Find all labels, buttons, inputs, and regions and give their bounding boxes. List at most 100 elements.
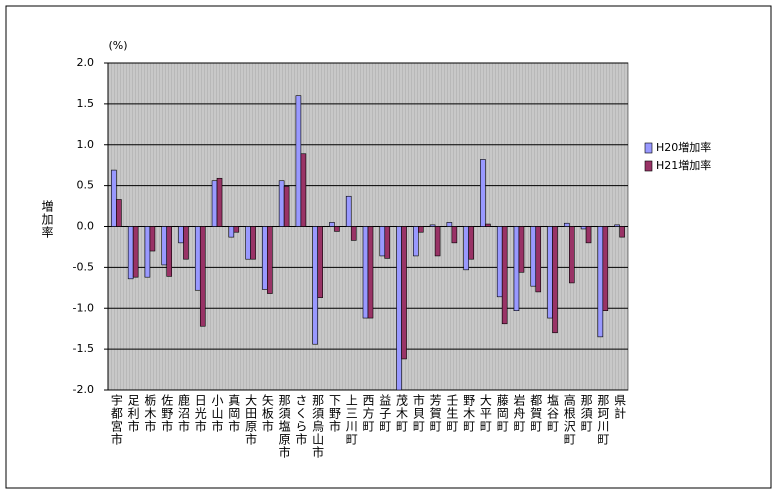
bar <box>166 226 173 277</box>
bar <box>418 226 424 233</box>
y-tick-label: -1.0 <box>73 301 94 314</box>
bar <box>463 226 469 271</box>
bar <box>127 226 134 280</box>
x-tick-label: 那須塩原市 <box>277 394 292 459</box>
bar <box>401 226 407 360</box>
x-tick-label: 大田原市 <box>243 394 258 446</box>
y-axis-label: 増加率 <box>40 200 54 239</box>
bar <box>317 226 323 298</box>
bar <box>568 226 575 284</box>
y-tick-label: 1.0 <box>77 138 95 151</box>
bar <box>228 226 235 238</box>
x-tick-label: 矢板市 <box>260 394 275 433</box>
bar <box>132 226 139 278</box>
bar <box>602 226 609 312</box>
x-tick-label: 上三川町 <box>344 394 359 446</box>
legend-swatch <box>644 142 653 154</box>
bar <box>379 226 386 257</box>
x-tick-label: 藤岡町 <box>495 394 510 433</box>
x-tick-label: 市貝町 <box>411 394 426 433</box>
bar <box>580 226 587 230</box>
bar <box>262 226 268 290</box>
bar <box>267 226 273 294</box>
bar <box>468 226 474 260</box>
bar <box>485 223 491 227</box>
x-tick-label: 野木町 <box>461 394 476 433</box>
legend-label: H21増加率 <box>656 158 711 172</box>
bar <box>367 226 374 319</box>
x-tick-label: 宇都宮市 <box>109 394 124 446</box>
bar <box>161 226 168 266</box>
bar <box>300 153 307 227</box>
bar <box>329 222 335 227</box>
x-tick-label: 那須烏山市 <box>310 394 325 459</box>
bar <box>384 226 391 259</box>
bar <box>547 226 553 319</box>
bar <box>552 226 558 334</box>
bar <box>233 226 240 233</box>
bar <box>250 226 256 260</box>
x-tick-label: 西方町 <box>361 394 375 433</box>
y-tick-label: -1.5 <box>73 342 94 355</box>
x-tick-label: 下野市 <box>327 394 342 433</box>
x-tick-label: さくら市 <box>293 394 308 446</box>
bar <box>183 226 189 260</box>
y-tick-label: 0.0 <box>77 220 95 233</box>
bar <box>585 226 592 244</box>
x-tick-label: 芳賀町 <box>428 394 443 433</box>
bar <box>518 226 525 273</box>
bar <box>149 226 156 252</box>
legend-swatch <box>644 160 653 172</box>
x-tick-label: 都賀町 <box>528 394 543 433</box>
x-tick-label: 鹿沼市 <box>176 394 191 433</box>
bar <box>434 226 441 257</box>
bar <box>345 195 352 227</box>
x-tick-label: 小山市 <box>210 394 225 433</box>
x-tick-label: 佐野市 <box>159 394 174 433</box>
legend-label: H20増加率 <box>656 140 711 154</box>
bar <box>530 226 537 287</box>
x-tick-label: 塩谷町 <box>545 394 560 433</box>
bar <box>496 226 503 298</box>
x-tick-label: 岩舟町 <box>511 394 526 433</box>
bar <box>619 226 625 238</box>
y-unit: (%) <box>108 39 127 52</box>
y-tick-label: 2.0 <box>77 56 95 69</box>
x-tick-label: 那須町 <box>579 394 594 433</box>
bar <box>283 186 290 227</box>
bar <box>216 177 223 227</box>
bar <box>396 226 402 391</box>
x-tick-label: 栃木市 <box>142 394 157 433</box>
bar <box>513 226 520 312</box>
bar <box>446 222 453 227</box>
x-tick-label: 県計 <box>612 394 627 420</box>
bar <box>501 226 508 325</box>
bar <box>111 169 117 227</box>
bar <box>144 226 151 278</box>
x-tick-label: 那珂川町 <box>595 394 610 446</box>
y-tick-label: 0.5 <box>77 179 95 192</box>
bar <box>614 224 620 227</box>
y-tick-label: -0.5 <box>73 260 94 273</box>
x-tick-label: 高根沢町 <box>562 394 577 446</box>
bar <box>178 226 184 244</box>
bar <box>312 226 318 345</box>
y-tick-label: -2.0 <box>73 383 94 396</box>
bar <box>211 180 218 227</box>
x-tick-label: 茂木町 <box>394 394 409 433</box>
bar <box>245 226 251 260</box>
bar <box>597 226 604 338</box>
bar <box>480 159 486 227</box>
bar <box>194 226 201 291</box>
bar <box>199 226 206 327</box>
x-tick-label: 益子町 <box>377 394 392 433</box>
y-tick-label: 1.5 <box>77 97 95 110</box>
x-tick-label: 日光市 <box>193 394 208 433</box>
bar <box>350 226 357 241</box>
bar <box>535 226 542 293</box>
x-tick-label: 真岡市 <box>226 394 241 433</box>
bar <box>413 226 419 257</box>
x-tick-label: 壬生町 <box>444 394 459 433</box>
